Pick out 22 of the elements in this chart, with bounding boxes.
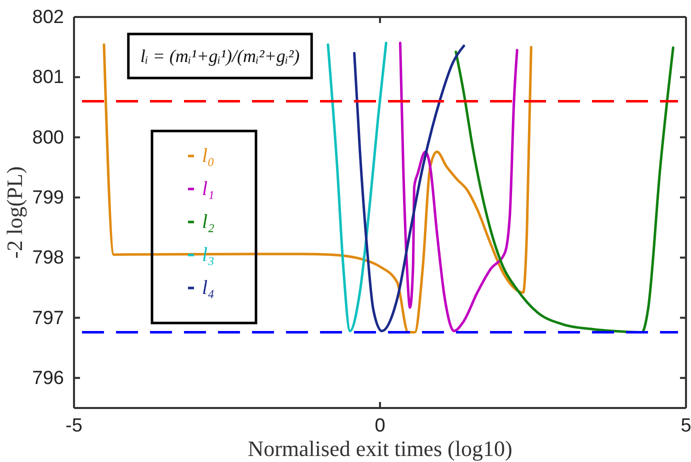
legend-label: l₂ [202, 211, 215, 233]
y-tick-label: 799 [32, 188, 64, 209]
line-series [398, 42, 518, 332]
legend-label: l₀ [202, 145, 215, 167]
x-tick-label: -5 [66, 415, 82, 436]
x-tick-label: 5 [680, 415, 691, 436]
line-series [454, 46, 674, 334]
x-tick-label: 0 [374, 415, 386, 436]
line-series [353, 44, 466, 332]
line-series [326, 42, 388, 332]
x-axis-title: Normalised exit times (log10) [248, 436, 512, 461]
y-axis-title: -2 log(PL) [2, 166, 27, 259]
y-tick-label: 801 [32, 67, 64, 88]
legend-label: l₁ [202, 178, 215, 200]
y-tick-label: 796 [32, 368, 64, 390]
line-series [102, 43, 532, 334]
legend-label: l₄ [202, 277, 215, 299]
y-tick-label: 802 [32, 7, 64, 28]
y-tick-label: 798 [32, 248, 64, 269]
y-tick-label: 797 [32, 308, 64, 329]
y-tick-label: 800 [32, 127, 64, 148]
annotation: lᵢ = (mᵢ¹+gᵢ¹)/(mᵢ²+gᵢ²) [140, 46, 300, 66]
